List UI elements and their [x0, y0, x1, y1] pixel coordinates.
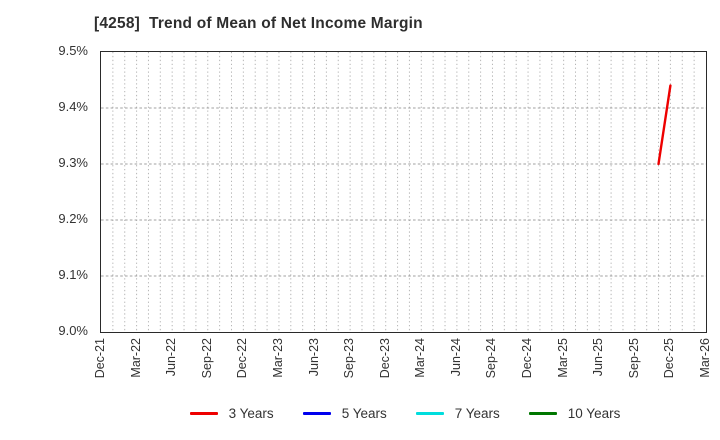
y-tick-label: 9.1%: [58, 267, 88, 282]
x-tick-label: Dec-24: [520, 338, 535, 379]
x-tick-label: Jun-23: [306, 338, 321, 377]
x-tick-label: Sep-23: [342, 338, 357, 379]
legend-item-10-years: 10 Years: [528, 405, 621, 421]
x-tick-label: Dec-25: [662, 338, 677, 379]
y-tick-label: 9.0%: [58, 323, 88, 338]
series-line-3-years: [657, 84, 672, 166]
y-tick-label: 9.5%: [58, 43, 88, 58]
x-tick-label: Sep-25: [626, 338, 641, 379]
plot-area: [100, 51, 707, 333]
legend-label: 5 Years: [341, 405, 387, 421]
x-tick-label: Jun-24: [448, 338, 463, 377]
x-tick-label: Sep-22: [199, 338, 214, 379]
y-tick-label: 9.2%: [58, 211, 88, 226]
x-tick-label: Jun-25: [591, 338, 606, 377]
legend-item-3-years: 3 Years: [189, 405, 274, 421]
x-tick-label: Dec-23: [377, 338, 392, 379]
x-tick-label: Mar-23: [270, 338, 285, 378]
legend-line-swatch: [415, 411, 444, 415]
y-tick-label: 9.3%: [58, 155, 88, 170]
legend-line-swatch: [189, 411, 218, 415]
legend-line-swatch: [302, 411, 331, 415]
x-tick-label: Jun-22: [164, 338, 179, 377]
legend-label: 10 Years: [567, 405, 621, 421]
legend-line-swatch: [528, 411, 557, 415]
x-tick-label: Dec-22: [235, 338, 250, 379]
x-tick-label: Mar-24: [413, 338, 428, 378]
legend: 3 Years 5 Years 7 Years 10 Years: [90, 401, 720, 425]
x-tick-label: Mar-22: [128, 338, 143, 378]
x-tick-label: Mar-25: [555, 338, 570, 378]
x-tick-label: Sep-24: [484, 338, 499, 379]
chart-title: [4258] Trend of Mean of Net Income Margi…: [94, 15, 423, 32]
x-tick-label: Mar-26: [698, 338, 712, 378]
legend-item-5-years: 5 Years: [302, 405, 387, 421]
y-tick-label: 9.4%: [58, 99, 88, 114]
legend-item-7-years: 7 Years: [415, 405, 500, 421]
x-tick-label: Dec-21: [93, 338, 107, 379]
legend-label: 7 Years: [454, 405, 500, 421]
legend-label: 3 Years: [228, 405, 274, 421]
plot-gridlines-and-series: [101, 52, 706, 332]
